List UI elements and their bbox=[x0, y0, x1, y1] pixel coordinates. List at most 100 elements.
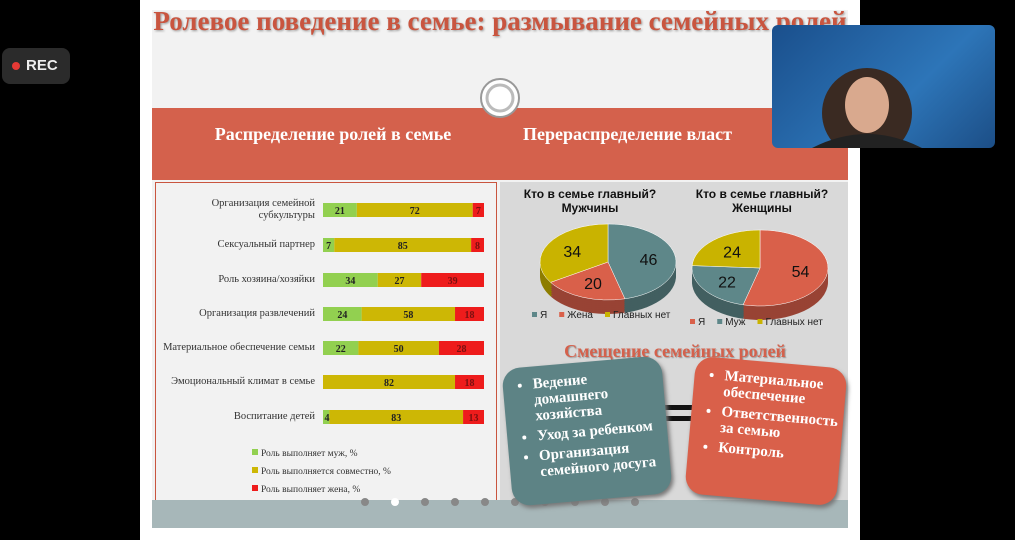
bar-segment bbox=[356, 203, 473, 217]
legend-swatch bbox=[532, 312, 537, 317]
data-label: 27 bbox=[394, 276, 404, 287]
webcam-overlay bbox=[772, 25, 995, 148]
bar-segment bbox=[334, 238, 472, 252]
data-label: 50 bbox=[394, 344, 404, 355]
nav-dot[interactable] bbox=[481, 498, 489, 506]
rec-label: REC bbox=[26, 57, 58, 74]
rec-indicator[interactable]: REC bbox=[2, 48, 70, 84]
data-label: 18 bbox=[465, 310, 475, 321]
data-label: 4 bbox=[325, 413, 330, 424]
bar-segment bbox=[421, 273, 484, 287]
data-label: 8 bbox=[475, 241, 480, 252]
bar-segment bbox=[323, 273, 378, 287]
legend-swatch bbox=[252, 485, 258, 491]
data-label: 82 bbox=[384, 378, 394, 389]
legend-swatch bbox=[717, 319, 723, 324]
pie-slice bbox=[550, 261, 626, 301]
left-header: Распределение ролей в семье bbox=[214, 124, 452, 144]
right-roles: Материальное обеспечение Ответственность… bbox=[688, 356, 848, 467]
nav-dot[interactable] bbox=[601, 498, 609, 506]
data-label: 34 bbox=[563, 244, 581, 261]
nav-dot[interactable] bbox=[421, 498, 429, 506]
data-label: 46 bbox=[640, 252, 658, 269]
bar-segment bbox=[471, 238, 484, 252]
data-label: 18 bbox=[465, 378, 475, 389]
nav-dot[interactable] bbox=[361, 498, 369, 506]
y-category-label: Материальное обеспечение семьи bbox=[163, 342, 315, 353]
y-category-label: Роль хозяина/хозяйки bbox=[218, 274, 315, 285]
legend-swatch bbox=[605, 312, 610, 317]
data-label: 22 bbox=[718, 274, 736, 291]
bar-segment bbox=[323, 238, 335, 252]
y-category-label: Эмоциональный климат в семье bbox=[171, 376, 315, 387]
data-label: 20 bbox=[584, 276, 602, 293]
bar-segment bbox=[438, 341, 484, 355]
equals-sign bbox=[645, 416, 697, 421]
data-label: 54 bbox=[792, 264, 810, 281]
y-category-label: Организация развлечений bbox=[199, 308, 315, 319]
right-roles-box: Материальное обеспечение Ответственность… bbox=[684, 355, 848, 507]
face bbox=[845, 77, 889, 133]
legend-label: Роль выполняет муж, % bbox=[261, 449, 358, 459]
data-label: 7 bbox=[326, 241, 331, 252]
pie-slice bbox=[691, 265, 761, 306]
legend-swatch bbox=[690, 319, 695, 324]
legend-label: Муж bbox=[725, 317, 746, 328]
ornament bbox=[485, 83, 515, 113]
data-label: 39 bbox=[448, 276, 458, 287]
data-label: 7 bbox=[476, 206, 481, 217]
nav-dot[interactable] bbox=[391, 498, 399, 506]
slide-title: Ролевое поведение в семье: размывание се… bbox=[153, 6, 847, 36]
rec-dot bbox=[12, 62, 20, 70]
bar-segment bbox=[323, 203, 357, 217]
data-label: 24 bbox=[723, 244, 741, 261]
pie-slice bbox=[742, 229, 829, 307]
data-label: 72 bbox=[410, 206, 420, 217]
nav-dot[interactable] bbox=[451, 498, 459, 506]
pie-slice bbox=[539, 223, 609, 283]
bar-segment bbox=[377, 273, 422, 287]
y-category-label: Организация семейной субкультуры bbox=[211, 198, 315, 221]
legend-swatch bbox=[757, 319, 763, 324]
webcam-image bbox=[812, 68, 922, 148]
data-label: 83 bbox=[391, 413, 401, 424]
role-item: Ответственность за семью bbox=[719, 404, 838, 446]
bar-segment bbox=[472, 203, 484, 217]
bar-segment bbox=[323, 375, 456, 389]
shift-title: Смещение семейных ролей bbox=[564, 341, 786, 361]
data-label: 24 bbox=[337, 310, 347, 321]
bar-segment bbox=[323, 341, 359, 355]
bar-segment bbox=[455, 375, 484, 389]
right-header: Перераспределение власт bbox=[523, 124, 732, 144]
y-category-label: Сексуальный партнер bbox=[217, 239, 315, 250]
bar-segment bbox=[323, 410, 330, 424]
equals-sign bbox=[645, 405, 697, 410]
legend-label: Роль выполняет жена, % bbox=[261, 485, 360, 495]
nav-dot[interactable] bbox=[631, 498, 639, 506]
bar-segment bbox=[361, 307, 456, 321]
y-category-label: Воспитание детей bbox=[233, 411, 315, 422]
legend-label: Роль выполняется совместно, % bbox=[261, 467, 391, 477]
legend-label: Жена bbox=[567, 310, 593, 321]
legend-label: Главных нет bbox=[613, 310, 671, 321]
legend-swatch bbox=[559, 312, 565, 317]
left-roles: Ведение домашнего хозяйства Уход за ребе… bbox=[501, 355, 670, 483]
data-label: 58 bbox=[403, 310, 413, 321]
data-label: 13 bbox=[469, 413, 479, 424]
legend-label: Я bbox=[698, 317, 705, 328]
data-label: 28 bbox=[456, 344, 466, 355]
role-item: Организация семейного досуга bbox=[538, 438, 662, 480]
pie-title: Кто в семье главный?Женщины bbox=[695, 187, 829, 215]
bar-segment bbox=[455, 307, 484, 321]
legend-label: Главных нет bbox=[765, 317, 823, 328]
pie-slice bbox=[691, 229, 761, 269]
legend-swatch bbox=[252, 449, 258, 455]
left-roles-box: Ведение домашнего хозяйства Уход за ребе… bbox=[501, 355, 673, 507]
bar-segment bbox=[463, 410, 484, 424]
data-label: 85 bbox=[398, 241, 408, 252]
shoulders bbox=[812, 134, 922, 148]
header-band bbox=[152, 108, 848, 180]
